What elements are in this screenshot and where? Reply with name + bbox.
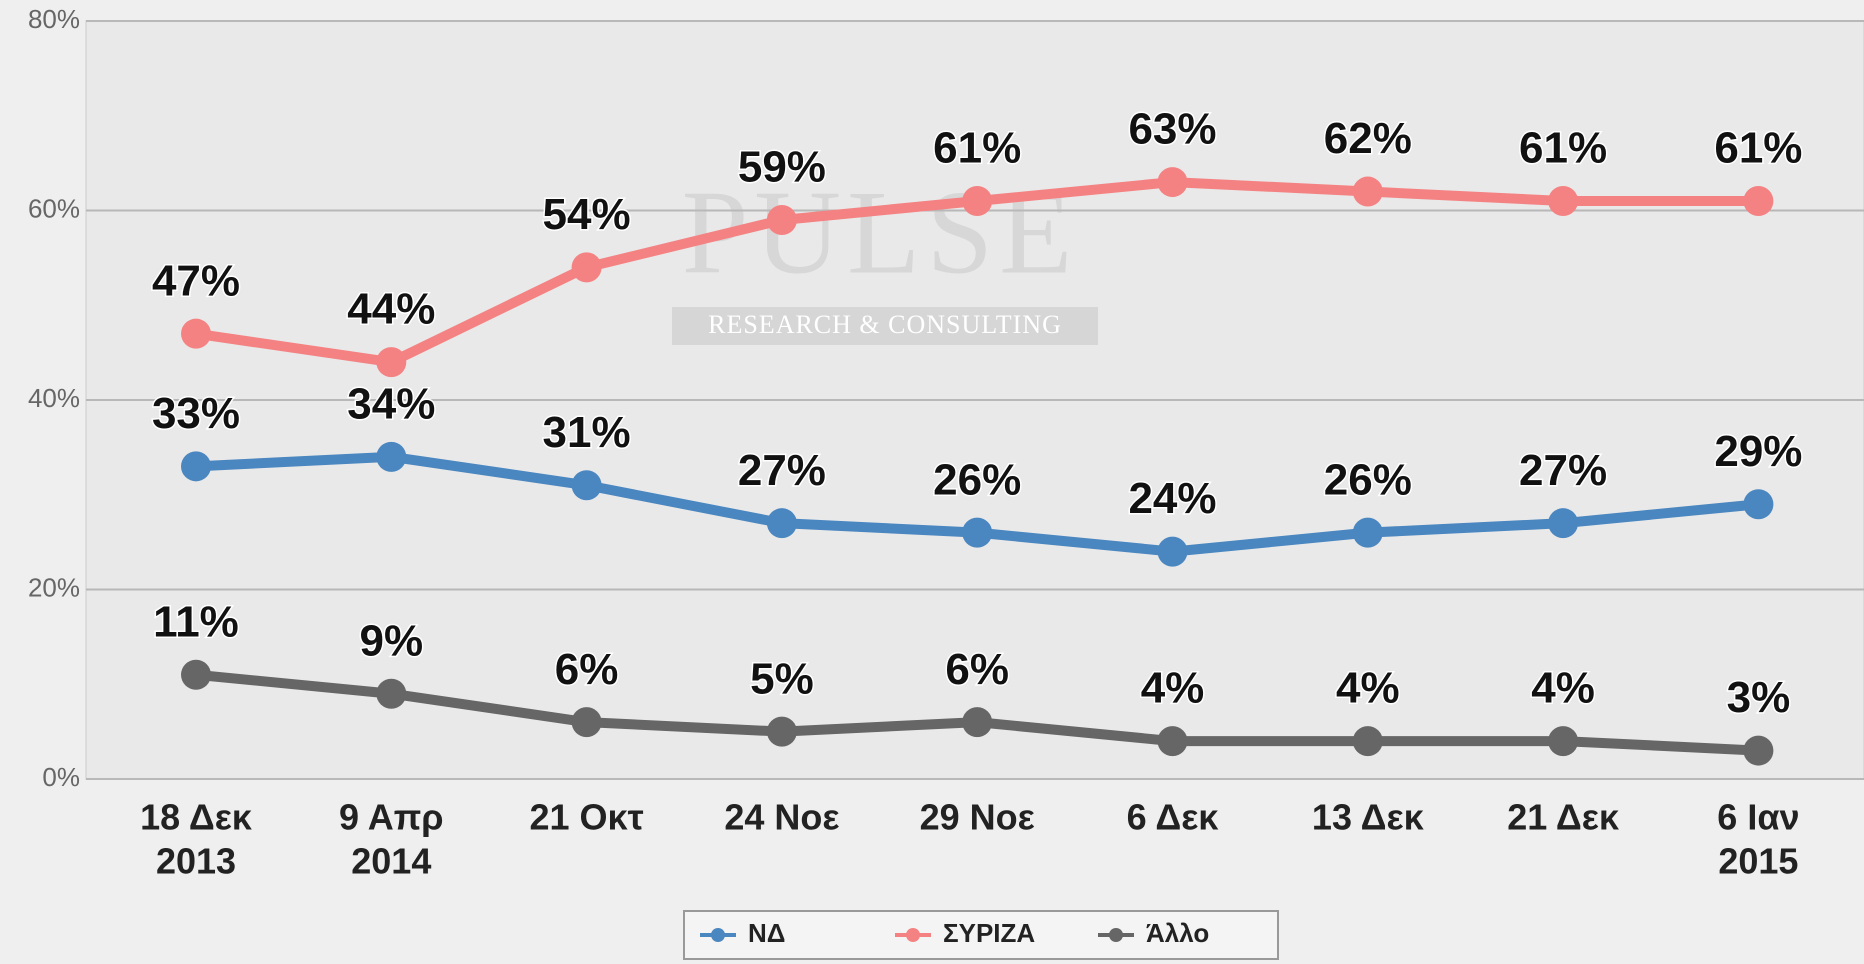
x-tick-label: 24 Νοε [724, 797, 839, 838]
marker [571, 252, 602, 283]
marker [962, 707, 993, 738]
marker [571, 470, 602, 501]
data-label: 27% [738, 446, 826, 495]
legend-swatch [711, 928, 725, 942]
data-label: 29% [1714, 427, 1802, 476]
marker [181, 318, 211, 349]
marker [1548, 726, 1579, 757]
marker [1157, 726, 1188, 757]
marker [376, 347, 407, 378]
marker [1548, 508, 1579, 539]
y-tick-label: 60% [28, 193, 80, 223]
marker [181, 451, 211, 482]
legend: ΝΔ ΣΥΡΙΖΑ Άλλο [683, 910, 1279, 960]
data-label: 54% [543, 190, 631, 239]
data-label: 24% [1128, 474, 1216, 523]
marker [181, 659, 211, 690]
marker [376, 678, 407, 709]
marker [1548, 186, 1579, 217]
data-label: 3% [1727, 673, 1791, 722]
y-tick-label: 20% [28, 572, 80, 602]
data-label: 47% [152, 256, 240, 305]
data-label: 6% [555, 645, 619, 694]
data-label: 34% [347, 379, 435, 428]
data-label: 4% [1531, 664, 1595, 713]
watermark-band [672, 307, 1098, 345]
x-tick-label: 2013 [156, 841, 236, 882]
data-label: 4% [1336, 664, 1400, 713]
marker [1743, 735, 1774, 766]
data-label: 9% [360, 616, 424, 665]
data-label: 33% [152, 389, 240, 438]
x-tick-label: 2015 [1718, 841, 1798, 882]
data-label: 63% [1128, 105, 1216, 154]
x-tick-label: 2014 [351, 841, 431, 882]
data-label: 11% [153, 597, 239, 646]
y-tick-label: 80% [28, 4, 80, 34]
x-tick-label: 29 Νοε [920, 797, 1035, 838]
marker [571, 707, 602, 738]
marker [962, 517, 993, 548]
data-label: 4% [1141, 664, 1205, 713]
marker [1157, 536, 1188, 567]
marker [1743, 489, 1774, 520]
legend-swatch [1109, 928, 1123, 942]
marker [1352, 176, 1383, 207]
x-tick-label: 13 Δεκ [1312, 797, 1425, 838]
data-label: 26% [933, 455, 1021, 504]
y-tick-label: 0% [42, 762, 80, 792]
data-label: 61% [1714, 124, 1802, 173]
watermark: RESEARCH & CONSULTING [708, 310, 1062, 339]
data-label: 44% [347, 285, 435, 334]
data-label: 31% [543, 408, 631, 457]
marker [1352, 726, 1383, 757]
marker [962, 186, 993, 217]
legend-label: Άλλο [1146, 918, 1209, 948]
marker [1743, 186, 1774, 217]
x-tick-label: 18 Δεκ [140, 797, 253, 838]
x-tick-label: 9 Απρ [339, 797, 444, 838]
marker [766, 204, 797, 235]
x-tick-label: 6 Δεκ [1127, 797, 1220, 838]
data-label: 61% [1519, 124, 1607, 173]
legend-label: ΝΔ [748, 918, 785, 948]
x-tick-label: 21 Δεκ [1507, 797, 1620, 838]
y-tick-label: 40% [28, 383, 80, 413]
legend-label: ΣΥΡΙΖΑ [943, 918, 1035, 948]
marker [1352, 517, 1383, 548]
marker [766, 716, 797, 747]
data-label: 26% [1324, 455, 1412, 504]
marker [766, 508, 797, 539]
x-tick-label: 6 Ιαν [1717, 797, 1799, 838]
legend-swatch [906, 928, 920, 942]
data-label: 27% [1519, 446, 1607, 495]
marker [1157, 167, 1188, 198]
marker [376, 441, 407, 472]
data-label: 61% [933, 124, 1021, 173]
data-label: 6% [945, 645, 1009, 694]
data-label: 62% [1324, 114, 1412, 163]
legend-box [683, 910, 1279, 960]
data-label: 5% [750, 654, 814, 703]
data-label: 59% [738, 143, 826, 192]
x-tick-label: 21 Οκτ [530, 797, 644, 838]
